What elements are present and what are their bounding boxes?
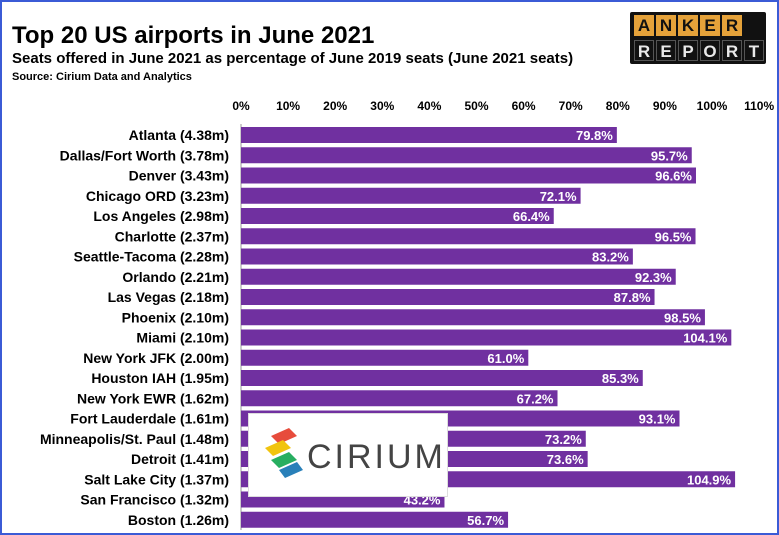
logo-anker-letter: K [678, 15, 698, 36]
chart-title: Top 20 US airports in June 2021 [12, 22, 375, 49]
cirium-logo: CIRIUM [248, 413, 448, 497]
bar [241, 390, 558, 407]
data-label: 73.6% [547, 452, 584, 467]
logo-report-letter: T [744, 40, 764, 61]
x-tick-label: 0% [232, 99, 250, 113]
data-label: 67.2% [517, 391, 554, 406]
logo-report-letter: R [634, 40, 654, 61]
x-tick-label: 100% [697, 99, 728, 113]
data-label: 72.1% [540, 189, 577, 204]
data-label: 73.2% [545, 432, 582, 447]
logo-anker-letter: A [634, 15, 654, 36]
category-label: Boston (1.26m) [128, 512, 229, 528]
bar [241, 349, 529, 366]
x-tick-label: 10% [276, 99, 300, 113]
data-label: 83.2% [592, 250, 629, 265]
logo-anker-letter: N [656, 15, 676, 36]
data-label: 56.7% [467, 513, 504, 528]
category-label: Detroit (1.41m) [131, 451, 229, 467]
bar [241, 187, 581, 204]
bar [241, 511, 509, 528]
category-label: Seattle-Tacoma (2.28m) [74, 249, 229, 265]
bar [241, 289, 655, 305]
category-label: Los Angeles (2.98m) [93, 208, 229, 224]
category-label: Houston IAH (1.95m) [91, 370, 229, 386]
cirium-wordmark: CIRIUM [307, 438, 446, 476]
bar [241, 268, 676, 285]
category-label: Salt Lake City (1.37m) [84, 471, 229, 487]
data-label: 104.1% [683, 331, 728, 346]
category-label: Orlando (2.21m) [122, 269, 229, 285]
x-tick-label: 110% [744, 99, 774, 113]
chart-source: Source: Cirium Data and Analytics [12, 71, 192, 83]
bar [241, 329, 732, 346]
category-label: Las Vegas (2.18m) [108, 289, 229, 305]
category-label: Phoenix (2.10m) [122, 309, 229, 325]
x-tick-label: 30% [370, 99, 394, 113]
bar [241, 248, 633, 265]
logo-anker-letter: R [722, 15, 742, 36]
category-label: San Francisco (1.32m) [80, 492, 229, 508]
category-label: Chicago ORD (3.23m) [86, 188, 229, 204]
data-label: 96.5% [655, 229, 692, 244]
category-label: New York EWR (1.62m) [77, 390, 229, 406]
x-tick-label: 60% [512, 99, 536, 113]
data-label: 104.9% [687, 472, 732, 487]
bar [241, 147, 692, 164]
category-label: Fort Lauderdale (1.61m) [70, 411, 229, 427]
category-label: New York JFK (2.00m) [83, 350, 229, 366]
chart-subtitle: Seats offered in June 2021 as percentage… [12, 50, 574, 67]
data-label: 79.8% [576, 128, 613, 143]
category-label: Atlanta (4.38m) [129, 127, 229, 143]
data-label: 85.3% [602, 371, 639, 386]
data-label: 66.4% [513, 209, 550, 224]
cirium-mark-icon [265, 428, 303, 478]
x-tick-label: 20% [323, 99, 347, 113]
data-label: 96.6% [655, 169, 692, 184]
logo-report-letter: P [678, 40, 698, 61]
data-label: 87.8% [614, 290, 651, 305]
bar [241, 167, 696, 184]
data-label: 98.5% [664, 310, 701, 325]
x-tick-label: 50% [464, 99, 488, 113]
data-label: 93.1% [639, 412, 676, 427]
bar [241, 370, 643, 386]
x-tick-label: 90% [653, 99, 677, 113]
logo-anker-letter: E [700, 15, 720, 36]
category-label: Charlotte (2.37m) [115, 228, 229, 244]
bar [241, 228, 696, 245]
logo-report-letter: R [722, 40, 742, 61]
bar [241, 127, 617, 143]
bar [241, 309, 705, 326]
logo-report-letter: O [700, 40, 720, 61]
logo-report-letter: E [656, 40, 676, 61]
data-label: 95.7% [651, 148, 688, 163]
category-label: Minneapolis/St. Paul (1.48m) [40, 431, 229, 447]
category-label: Miami (2.10m) [136, 330, 229, 346]
category-label: Dallas/Fort Worth (3.78m) [60, 147, 229, 163]
data-label: 61.0% [487, 351, 524, 366]
x-tick-label: 80% [606, 99, 630, 113]
category-label: Denver (3.43m) [129, 168, 229, 184]
data-label: 92.3% [635, 270, 672, 285]
x-tick-label: 70% [559, 99, 583, 113]
x-tick-label: 40% [417, 99, 441, 113]
bar [241, 208, 554, 224]
